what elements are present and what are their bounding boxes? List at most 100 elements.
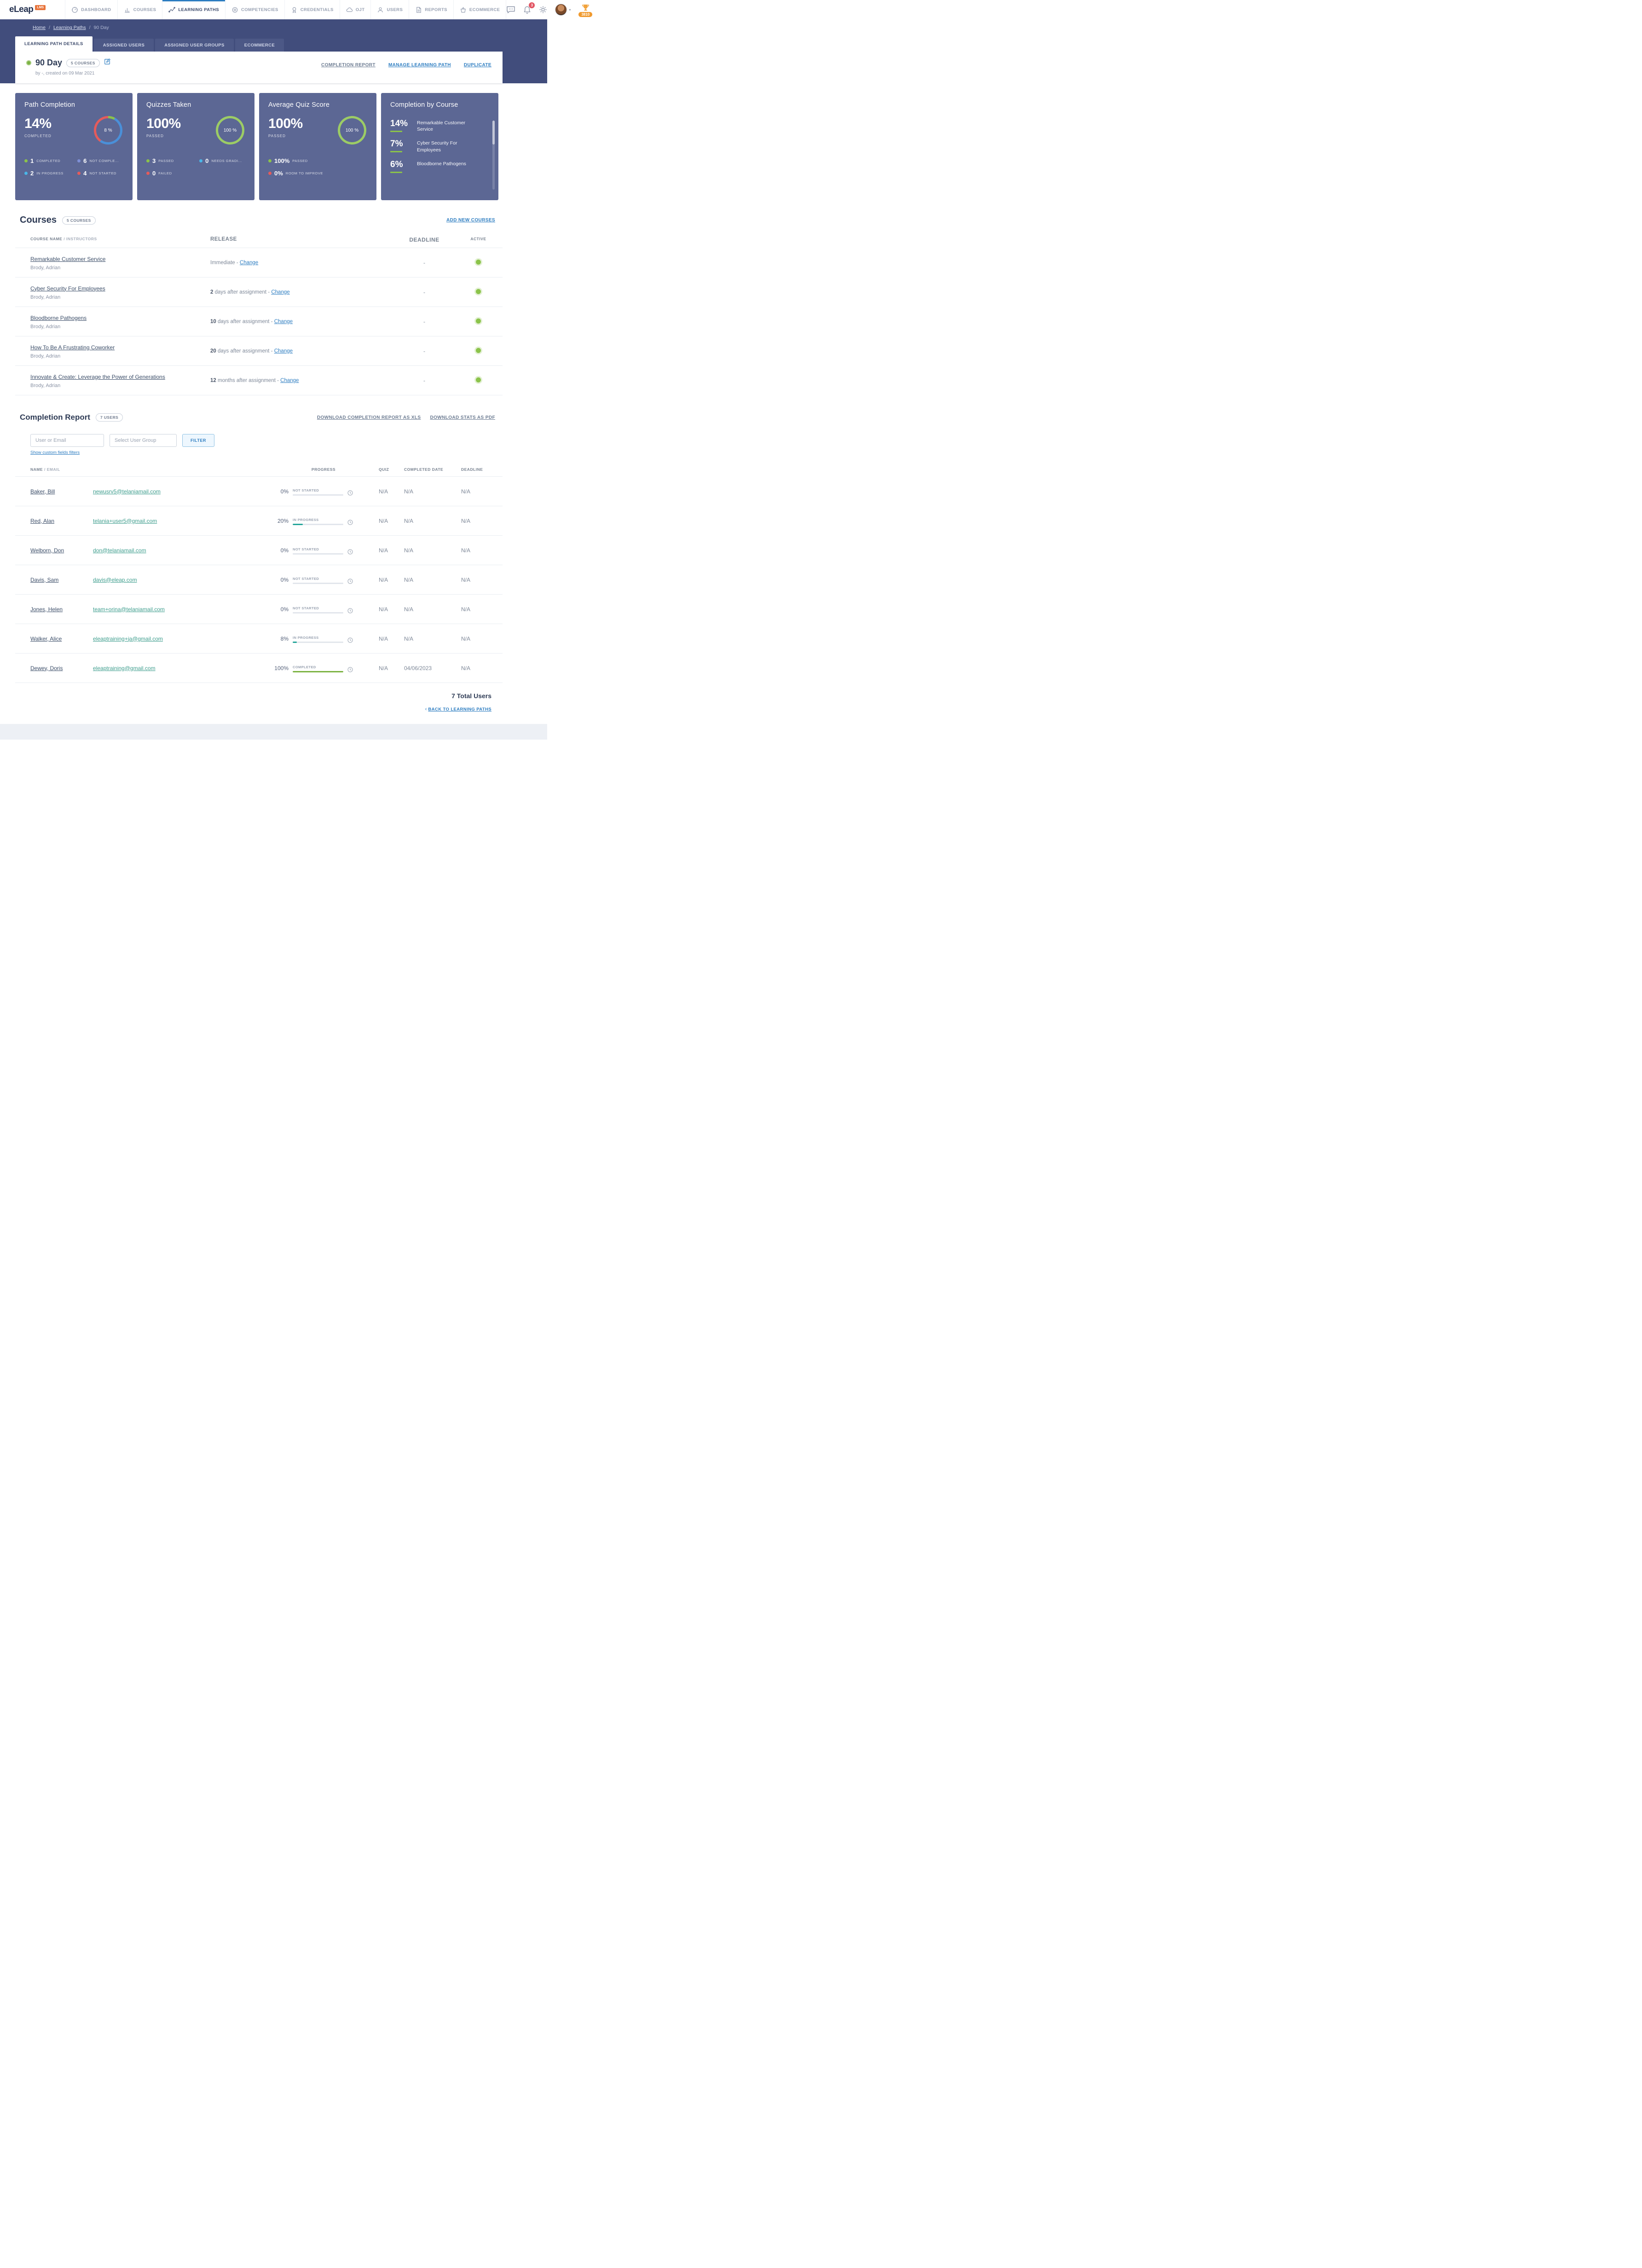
back-to-learning-paths-link[interactable]: BACK TO LEARNING PATHS <box>428 707 491 712</box>
app-logo[interactable]: eLeap LMS <box>0 0 53 19</box>
user-progress: 0% NOT STARTED <box>268 485 379 498</box>
course-active-indicator[interactable] <box>476 377 481 382</box>
nav-item-courses[interactable]: COURSES <box>117 0 162 19</box>
user-completed-date: N/A <box>404 488 414 495</box>
gamification-points[interactable]: 3810 <box>578 4 593 17</box>
user-email-filter-input[interactable] <box>30 434 104 447</box>
completion-report-link[interactable]: COMPLETION REPORT <box>321 63 376 68</box>
user-email-link[interactable]: don@telaniamail.com <box>93 547 146 554</box>
nav-item-ojt[interactable]: OJT <box>339 0 371 19</box>
stat-card-path-completion: Path Completion 14% COMPLETED 8 % 1 COMPL… <box>15 93 133 200</box>
manage-learning-path-link[interactable]: MANAGE LEARNING PATH <box>388 63 451 68</box>
user-name-link[interactable]: Welborn, Don <box>30 547 64 554</box>
nav-label: DASHBOARD <box>81 7 111 12</box>
nav-item-learning-paths[interactable]: LEARNING PATHS <box>162 0 225 19</box>
main-nav: DASHBOARD COURSES LEARNING PATHS COMPETE… <box>65 0 507 19</box>
course-active-indicator[interactable] <box>476 347 481 353</box>
release-change-link[interactable]: Change <box>274 318 293 324</box>
release-change-link[interactable]: Change <box>271 289 290 295</box>
user-email-link[interactable]: eleaptraining+ja@gmail.com <box>93 635 163 642</box>
course-deadline: - <box>423 289 425 295</box>
breadcrumb-learning-paths-link[interactable]: Learning Paths <box>53 25 86 30</box>
tab-ecommerce[interactable]: ECOMMERCE <box>235 39 284 52</box>
clock-icon <box>347 549 353 557</box>
user-completed-date: N/A <box>404 635 414 642</box>
nav-label: LEARNING PATHS <box>178 7 219 12</box>
ojt-icon <box>346 6 353 13</box>
user-deadline: N/A <box>461 665 471 671</box>
clock-icon <box>347 608 353 616</box>
stat-value-label: COMPLETED <box>24 134 52 138</box>
nav-item-credentials[interactable]: CREDENTIALS <box>284 0 340 19</box>
user-name-link[interactable]: Red, Alan <box>30 517 55 524</box>
notifications-bell-icon[interactable]: 3 <box>523 2 535 14</box>
user-completed-date: 04/06/2023 <box>404 665 432 671</box>
user-name-link[interactable]: Jones, Helen <box>30 606 63 613</box>
user-name-link[interactable]: Baker, Bill <box>30 488 55 495</box>
completion-by-course-item: 14% Remarkable Customer Service <box>390 119 466 133</box>
breadcrumb-home-link[interactable]: Home <box>33 25 46 30</box>
card-scrollbar[interactable] <box>492 121 495 190</box>
course-name-link[interactable]: Remarkable Customer Service <box>30 255 106 262</box>
user-email-link[interactable]: eleaptraining@gmail.com <box>93 665 156 671</box>
filter-button[interactable]: FILTER <box>182 434 214 447</box>
user-email-link[interactable]: team+orina@telaniamail.com <box>93 606 165 613</box>
user-email-link[interactable]: davis@eleap.com <box>93 576 137 583</box>
user-email-link[interactable]: telania+user5@gmail.com <box>93 517 157 524</box>
report-footer: 7 Total Users ‹ BACK TO LEARNING PATHS <box>15 683 503 713</box>
show-custom-fields-link[interactable]: Show custom fields filters <box>30 450 80 455</box>
stat-value: 100% <box>146 116 181 131</box>
course-deadline: - <box>423 377 425 384</box>
add-new-courses-link[interactable]: ADD NEW COURSES <box>446 218 495 223</box>
legend-item: 100% PASSED <box>268 157 370 164</box>
course-name-link[interactable]: How To Be A Frustrating Coworker <box>30 344 115 351</box>
breadcrumb-current: 90 Day <box>93 25 109 30</box>
chat-icon[interactable] <box>506 6 515 14</box>
clock-icon <box>347 637 353 645</box>
course-release: 12 months after assignment - Change <box>210 377 299 383</box>
course-name-link[interactable]: Bloodborne Pathogens <box>30 314 87 321</box>
stat-title: Quizzes Taken <box>146 101 191 109</box>
nav-item-dashboard[interactable]: DASHBOARD <box>65 0 117 19</box>
legend-item: 6 NOT COMPLE... <box>77 157 126 164</box>
user-email-link[interactable]: newusrv5@telaniamail.com <box>93 488 161 495</box>
course-deadline: - <box>423 318 425 325</box>
nav-item-competencies[interactable]: COMPETENCIES <box>225 0 284 19</box>
tab-assigned-users[interactable]: ASSIGNED USERS <box>93 39 154 52</box>
breadcrumb-separator: / <box>89 25 91 30</box>
duplicate-link[interactable]: DUPLICATE <box>463 63 491 68</box>
tab-learning-path-details[interactable]: LEARNING PATH DETAILS <box>15 36 93 52</box>
path-hero-section: Home / Learning Paths / 90 Day LEARNING … <box>0 19 547 83</box>
user-menu[interactable]: ▾ <box>555 4 571 16</box>
download-pdf-link[interactable]: DOWNLOAD STATS AS PDF <box>430 415 495 420</box>
course-active-indicator[interactable] <box>476 289 481 294</box>
nav-item-reports[interactable]: REPORTS <box>409 0 453 19</box>
points-badge: 3810 <box>578 12 593 17</box>
average-quiz-score-donut: 100 % <box>338 116 366 145</box>
user-group-filter-input[interactable] <box>110 434 177 447</box>
tab-assigned-user-groups[interactable]: ASSIGNED USER GROUPS <box>155 39 234 52</box>
edit-pencil-icon[interactable] <box>104 58 110 67</box>
gear-icon[interactable] <box>539 6 547 14</box>
user-completed-date: N/A <box>404 576 414 583</box>
breadcrumb-separator: / <box>49 25 50 30</box>
nav-item-users[interactable]: USERS <box>370 0 409 19</box>
user-name-link[interactable]: Walker, Alice <box>30 635 62 642</box>
courses-count-badge: 5 COURSES <box>62 216 96 225</box>
course-active-indicator[interactable] <box>476 318 481 324</box>
release-change-link[interactable]: Change <box>239 260 259 266</box>
download-xls-link[interactable]: DOWNLOAD COMPLETION REPORT AS XLS <box>317 415 421 420</box>
release-change-link[interactable]: Change <box>274 348 293 354</box>
user-name-link[interactable]: Dewey, Doris <box>30 665 63 671</box>
course-active-indicator[interactable] <box>476 259 481 265</box>
nav-item-ecommerce[interactable]: ECOMMERCE <box>453 0 507 19</box>
course-name-link[interactable]: Cyber Security For Employees <box>30 285 105 292</box>
stat-value-label: PASSED <box>146 134 164 138</box>
user-name-link[interactable]: Davis, Sam <box>30 576 59 583</box>
course-release: 20 days after assignment - Change <box>210 348 293 354</box>
course-name-link[interactable]: Innovate & Create: Leverage the Power of… <box>30 373 165 380</box>
top-nav: eLeap LMS DASHBOARD COURSES LEARNING PAT… <box>0 0 593 19</box>
nav-label: ECOMMERCE <box>469 7 500 12</box>
release-change-link[interactable]: Change <box>280 377 299 383</box>
nav-right-controls: 3 ▾ 3810 <box>506 0 600 19</box>
